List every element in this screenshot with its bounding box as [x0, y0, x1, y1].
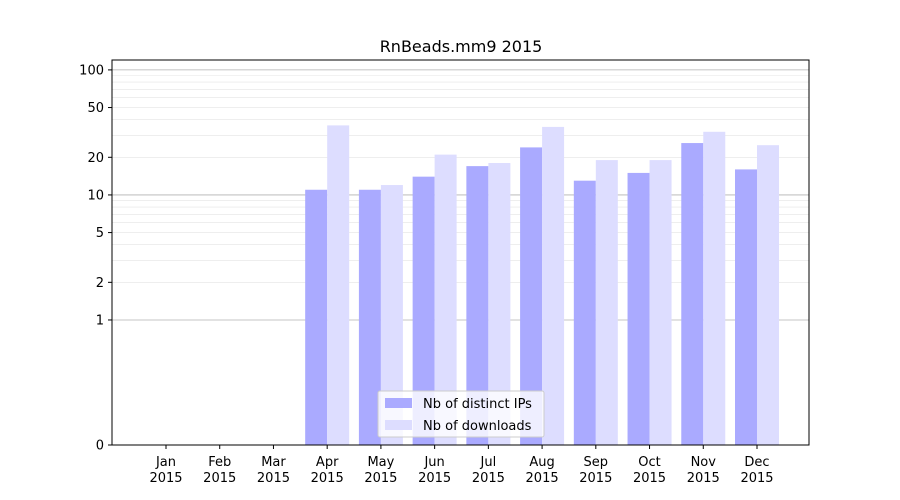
- y-tick-label: 10: [87, 188, 104, 203]
- bar-downloads: [488, 163, 511, 445]
- x-tick-label: May 2015: [364, 455, 397, 486]
- x-tick-label: Mar 2015: [257, 455, 290, 486]
- x-tick-label: Jun 2015: [418, 455, 451, 486]
- bar-downloads: [703, 131, 726, 445]
- x-tick-label: Apr 2015: [311, 455, 344, 486]
- bar-distinct-ips: [305, 189, 328, 445]
- bar-downloads: [595, 160, 618, 445]
- y-tick-label: 2: [96, 276, 104, 291]
- bar-distinct-ips: [520, 147, 543, 446]
- y-tick-label: 5: [96, 226, 104, 241]
- y-tick-label: 20: [87, 151, 104, 166]
- bar-downloads: [649, 160, 672, 445]
- bar-distinct-ips: [573, 180, 596, 445]
- legend-swatch-ips: [385, 398, 412, 408]
- bar-downloads: [757, 145, 779, 445]
- bar-distinct-ips: [735, 169, 757, 445]
- bars: [305, 125, 779, 446]
- plot-frame: [111, 59, 810, 446]
- bar-distinct-ips: [412, 176, 435, 445]
- legend-label-downloads: Nb of downloads: [423, 419, 532, 434]
- x-tick-label: Feb 2015: [203, 455, 236, 486]
- bar-downloads: [327, 125, 350, 445]
- legend-swatch-downloads: [385, 420, 412, 430]
- y-axis: 0 1 2 5 10 20 50 100: [79, 63, 112, 454]
- bar-distinct-ips: [681, 143, 704, 445]
- x-tick-label: Nov 2015: [687, 455, 720, 486]
- bar-downloads: [542, 126, 565, 446]
- legend-label-ips: Nb of distinct IPs: [423, 397, 532, 412]
- legend-box: [377, 390, 545, 438]
- bar-distinct-ips: [358, 189, 381, 445]
- chart-title: RnBeads.mm9 2015: [380, 37, 543, 56]
- bar-distinct-ips: [466, 166, 489, 445]
- y-tick-label: 50: [87, 101, 104, 116]
- x-tick-label: Oct 2015: [633, 455, 666, 486]
- x-tick-label: Jan 2015: [149, 455, 182, 486]
- bar-distinct-ips: [627, 172, 650, 445]
- x-tick-label: Jul 2015: [472, 455, 505, 486]
- y-tick-label: 0: [96, 439, 104, 454]
- x-tick-label: Sep 2015: [579, 455, 612, 486]
- bar-downloads: [434, 154, 457, 446]
- x-tick-label: Dec 2015: [740, 455, 773, 486]
- bar-downloads: [380, 185, 403, 445]
- legend: Nb of distinct IPs Nb of downloads: [377, 390, 545, 438]
- grid-lines: [112, 69, 809, 321]
- y-tick-label: 1: [96, 313, 104, 328]
- x-axis: Jan 2015 Feb 2015 Mar 2015 Apr 2015 May 2015 Jun 20…: [149, 445, 774, 486]
- y-tick-label: 100: [79, 63, 104, 78]
- x-tick-label: Aug 2015: [526, 455, 559, 486]
